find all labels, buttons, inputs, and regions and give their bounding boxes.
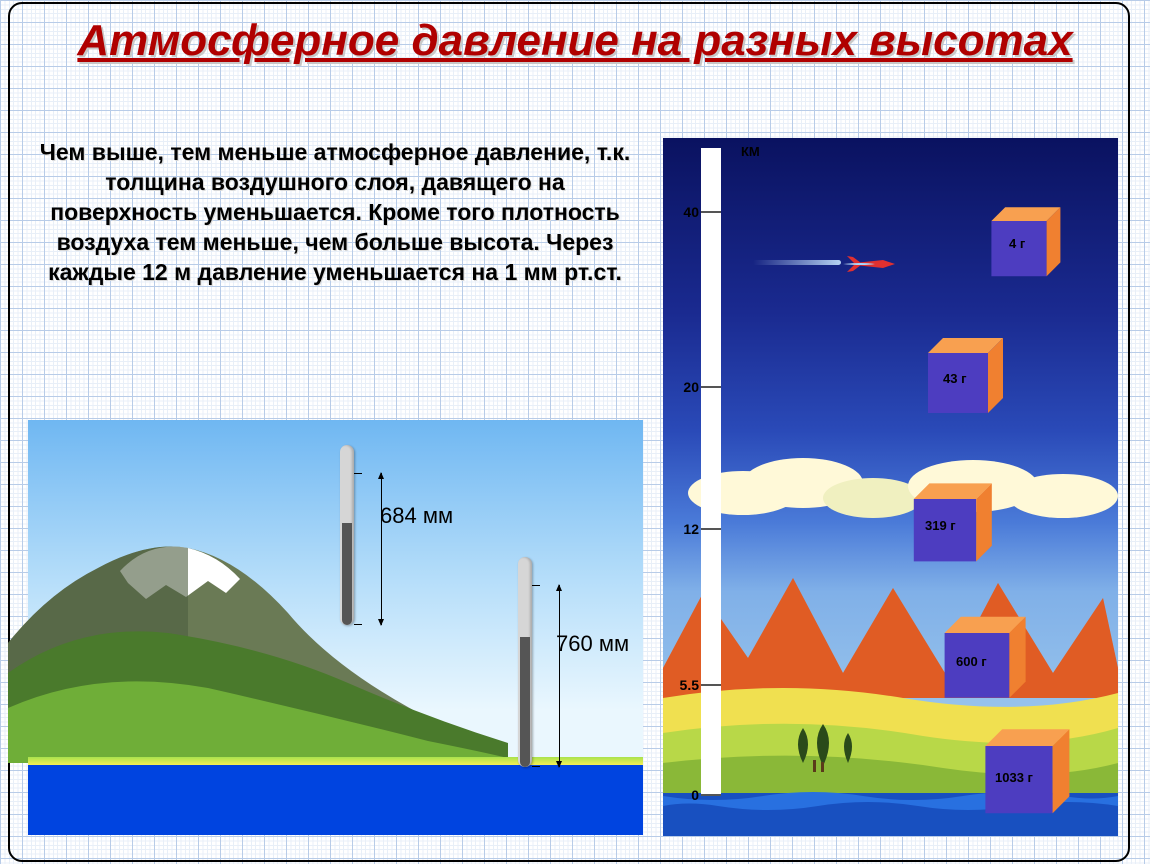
mountain-barometer-diagram: 684 мм 760 мм	[28, 420, 643, 835]
jet-trail	[753, 260, 841, 265]
explanation-text: Чем выше, тем меньше атмосферное давлени…	[30, 138, 640, 287]
barometer-high-label: 684 мм	[380, 503, 453, 529]
cube-4-label: 600 г	[956, 654, 987, 669]
sea	[28, 765, 643, 835]
barometer-low	[518, 557, 532, 767]
scale-tick-3: 20	[673, 379, 699, 395]
scale-tick-1: 5.5	[673, 677, 699, 693]
cube-3-label: 319 г	[925, 518, 956, 533]
jet-icon	[843, 253, 903, 275]
barometer-high	[340, 445, 354, 625]
page-title: Атмосферное давление на разных высотах	[0, 16, 1150, 67]
air-density-column-diagram: КМ 0 5.5 12 20 40 4 г 43 г 319 г	[663, 138, 1118, 836]
hills-front	[8, 613, 508, 763]
scale-tick-2: 12	[673, 521, 699, 537]
scale-tick-0: 0	[673, 787, 699, 803]
scale-unit: КМ	[741, 144, 760, 159]
cube-5-label: 1033 г	[995, 770, 1033, 785]
cube-1-label: 4 г	[1009, 236, 1025, 251]
barometer-low-label: 760 мм	[556, 631, 629, 657]
altitude-scale: КМ 0 5.5 12 20 40	[701, 148, 721, 796]
scale-tick-4: 40	[673, 204, 699, 220]
mercury-column	[520, 637, 530, 767]
cube-2-label: 43 г	[943, 371, 967, 386]
mercury-column	[342, 523, 352, 625]
